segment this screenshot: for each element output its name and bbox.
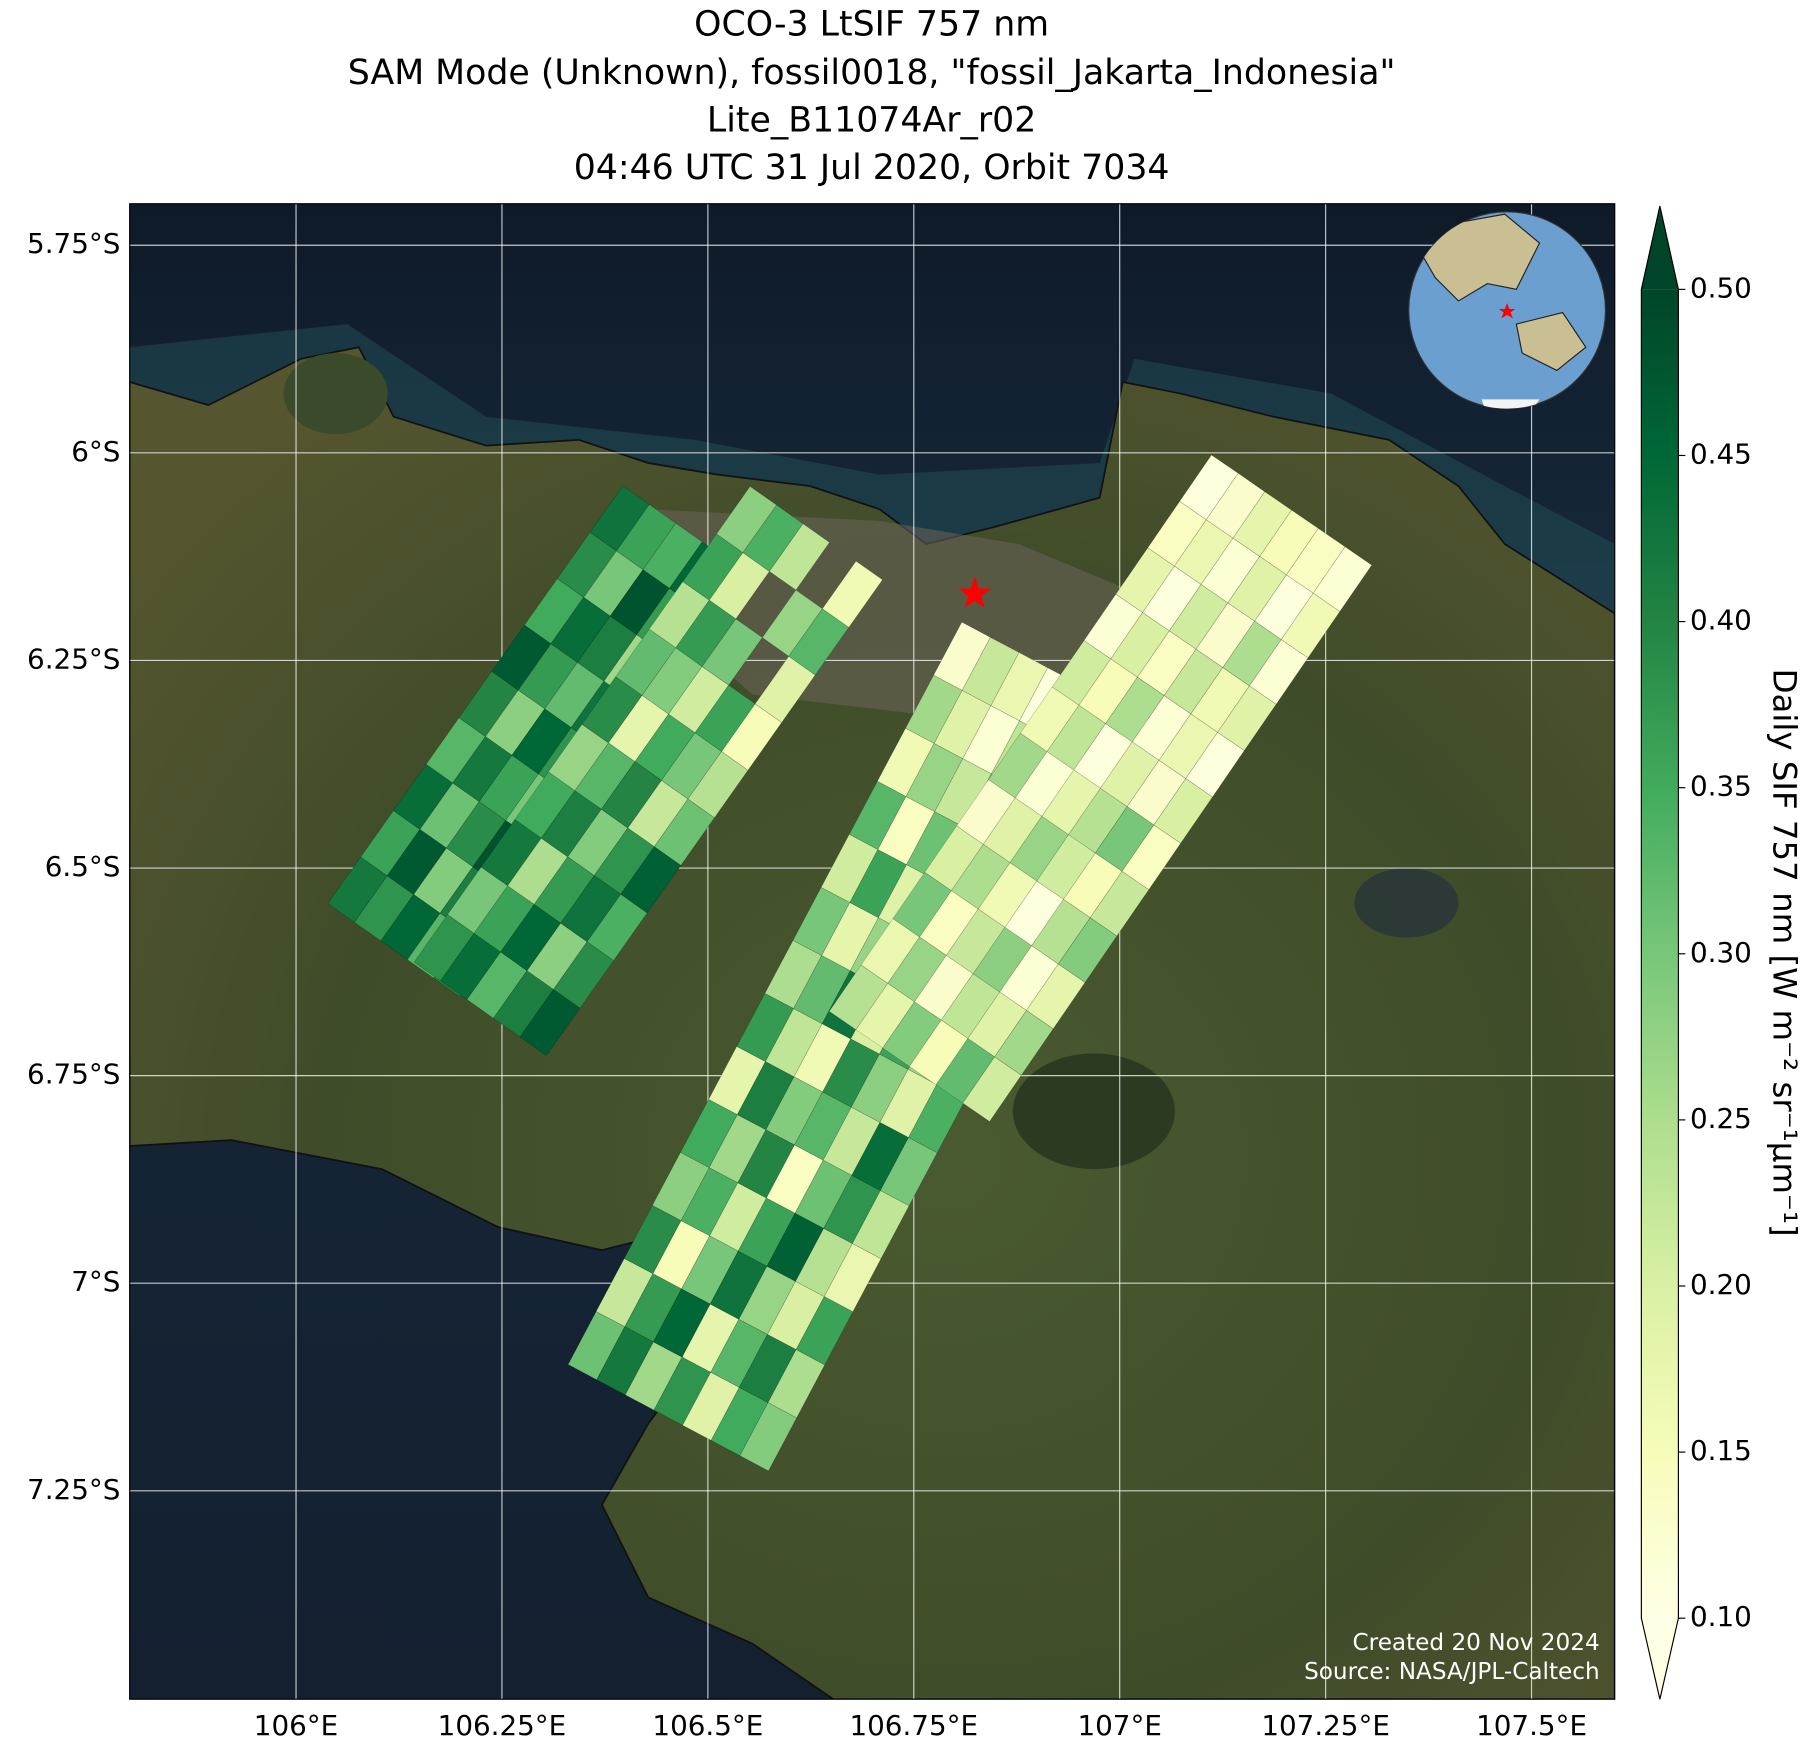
credit: Created 20 Nov 2024	[1353, 1630, 1600, 1656]
colorbar-tick-label: 0.50	[1690, 271, 1752, 304]
volcano	[283, 353, 388, 435]
x-tick-label: 106.5°E	[652, 1709, 763, 1742]
sif-footprint	[822, 560, 883, 628]
x-tick-label: 107.5°E	[1476, 1709, 1587, 1742]
x-tick-label: 106.75°E	[849, 1709, 978, 1742]
subtitle: Lite_B11074Ar_r02	[707, 101, 1036, 141]
reservoir	[1354, 868, 1459, 938]
x-tick-label: 107°E	[1077, 1709, 1161, 1742]
y-tick-label: 7.25°S	[27, 1473, 120, 1506]
title-block: OCO-3 LtSIF 757 nm SAM Mode (Unknown), f…	[348, 4, 1396, 188]
x-tick-label: 106°E	[254, 1709, 338, 1742]
subtitle: 04:46 UTC 31 Jul 2020, Orbit 7034	[574, 148, 1170, 188]
colorbar-tick-label: 0.40	[1690, 604, 1752, 637]
colorbar-tick-label: 0.20	[1690, 1268, 1752, 1301]
colorbar-extend	[1641, 1618, 1679, 1700]
colorbar-extend	[1641, 206, 1679, 290]
colorbar-tick-label: 0.15	[1690, 1434, 1752, 1467]
colorbar-tick-label: 0.30	[1690, 936, 1752, 969]
y-tick-label: 6.5°S	[45, 850, 121, 883]
colorbar-tick-label: 0.45	[1690, 437, 1752, 470]
y-tick-label: 6.25°S	[27, 642, 120, 675]
y-tick-label: 5.75°S	[27, 227, 120, 260]
credit: Source: NASA/JPL-Caltech	[1304, 1659, 1600, 1685]
title: OCO-3 LtSIF 757 nm	[694, 4, 1049, 44]
globe-land	[1515, 311, 1587, 372]
x-tick-label: 106.25°E	[438, 1709, 567, 1742]
colorbar-tick-label: 0.35	[1690, 770, 1752, 803]
subtitle: SAM Mode (Unknown), fossil0018, "fossil_…	[348, 53, 1396, 93]
x-tick-label: 107.25°E	[1261, 1709, 1390, 1742]
basemap	[129, 203, 1615, 1700]
globe-marker	[1498, 303, 1516, 319]
colorbar-label: Daily SIF 757 nm [W m⁻² sr⁻¹µm⁻¹]	[1766, 669, 1804, 1237]
sif-footprint	[1312, 546, 1373, 612]
y-tick-label: 6°S	[71, 435, 120, 468]
site-marker	[958, 576, 992, 609]
map-frame	[129, 203, 1616, 1700]
globe-ice	[1481, 399, 1540, 409]
y-tick-label: 6.75°S	[27, 1058, 120, 1091]
sif-footprint	[769, 523, 830, 591]
colorbar-tick-label: 0.25	[1690, 1102, 1752, 1135]
colorbar-tick-label: 0.10	[1690, 1600, 1752, 1633]
y-tick-label: 7°S	[71, 1265, 120, 1298]
volcano	[1012, 1053, 1175, 1170]
colorbar	[1641, 289, 1679, 1619]
